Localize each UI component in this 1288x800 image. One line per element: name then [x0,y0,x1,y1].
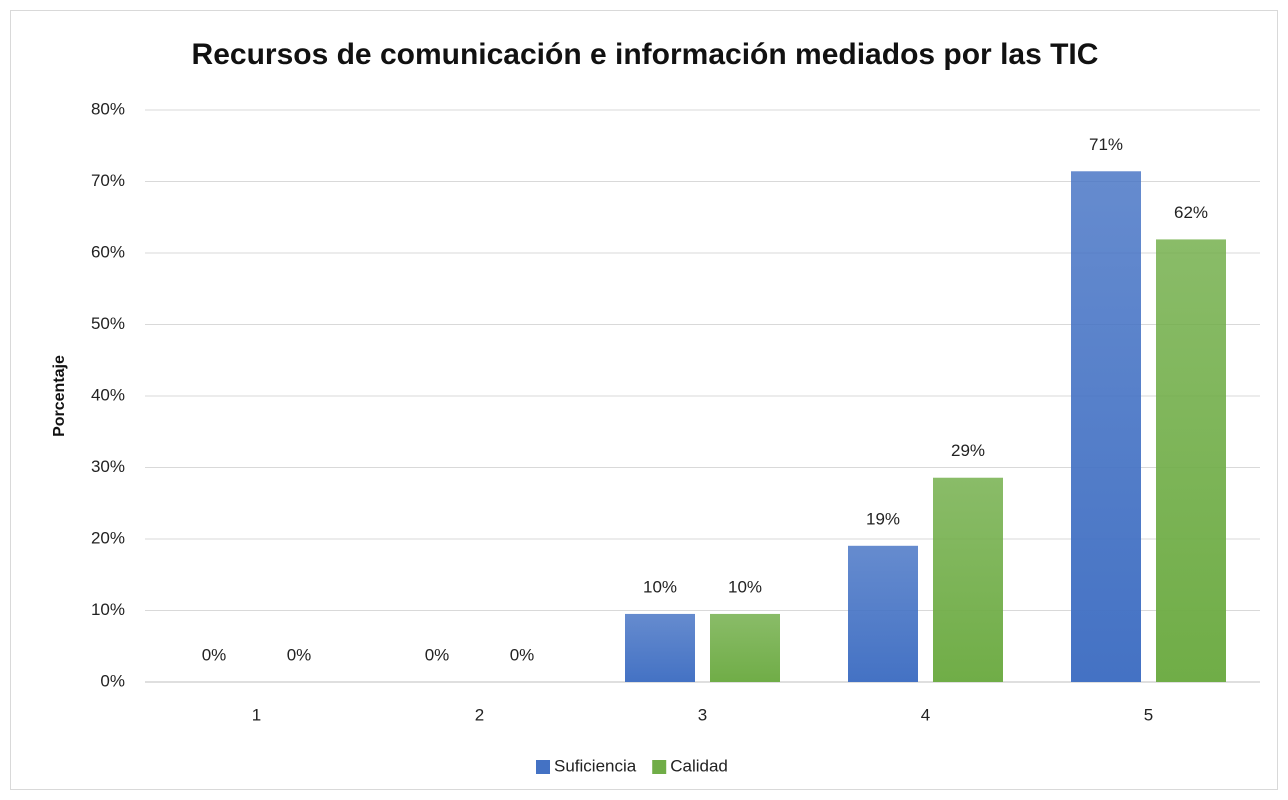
bar [710,613,780,682]
bar [848,545,918,682]
y-axis-title: Porcentaje [51,355,68,437]
y-tick-label: 50% [91,314,125,333]
x-tick-label: 4 [921,705,930,724]
bar [1071,171,1141,682]
y-tick-label: 20% [91,528,125,547]
x-tick-label: 3 [698,705,707,724]
data-label: 0% [425,645,450,664]
bar [1156,239,1226,683]
data-label: 0% [287,645,312,664]
chart-title: Recursos de comunicación e información m… [192,38,1099,71]
legend-swatch [652,760,667,774]
bar [625,613,695,682]
data-label: 10% [643,577,677,596]
y-tick-label: 70% [91,171,125,190]
y-tick-label: 80% [91,99,125,118]
x-tick-label: 5 [1144,705,1153,724]
y-tick-label: 0% [100,671,125,690]
data-label: 71% [1089,135,1123,154]
data-label: 29% [951,441,985,460]
data-label: 0% [202,645,227,664]
data-label: 62% [1174,203,1208,222]
y-tick-label: 30% [91,457,125,476]
y-tick-label: 40% [91,385,125,404]
data-label: 0% [510,645,535,664]
data-label: 10% [728,577,762,596]
y-tick-label: 60% [91,242,125,261]
x-tick-label: 1 [252,705,261,724]
y-tick-label: 10% [91,600,125,619]
legend-label: Calidad [670,756,728,775]
x-tick-label: 2 [475,705,484,724]
bar [933,477,1003,682]
legend-label: Suficiencia [554,756,637,775]
data-label: 19% [866,509,900,528]
legend-swatch [536,760,550,774]
